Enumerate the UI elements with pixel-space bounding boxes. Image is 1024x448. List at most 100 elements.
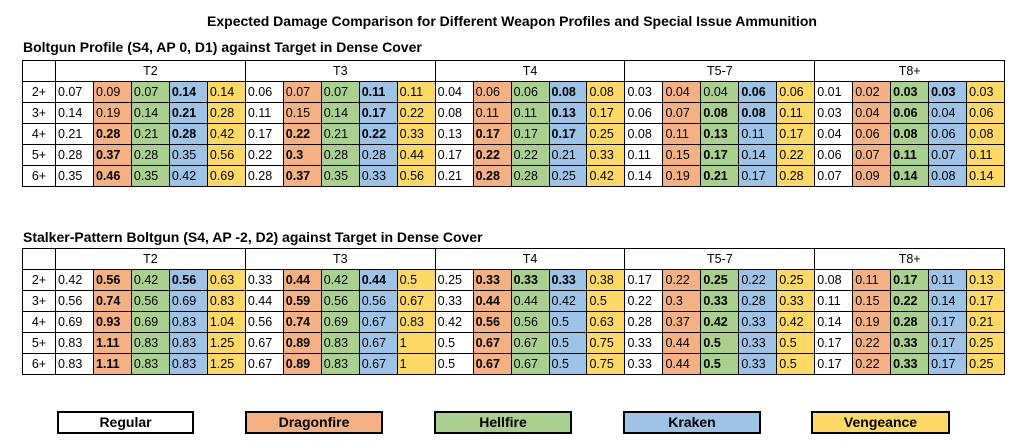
damage-cell-vengeance: 1: [396, 332, 436, 354]
damage-cell-regular: 0.14: [814, 311, 854, 333]
damage-cell-regular: 0.5: [434, 332, 474, 354]
row-label: 6+: [22, 165, 56, 187]
damage-cell-regular: 0.25: [434, 269, 474, 291]
damage-cell-vengeance: 0.28: [776, 165, 816, 187]
damage-cell-vengeance: 1: [396, 353, 436, 375]
damage-cell-vengeance: 0.13: [966, 269, 1006, 291]
damage-cell-vengeance: 0.11: [776, 102, 816, 124]
damage-cell-kraken: 0.13: [548, 102, 588, 124]
damage-cell-vengeance: 0.69: [206, 165, 246, 187]
damage-cell-dragonfire: 1.11: [92, 332, 132, 354]
damage-cell-regular: 0.17: [814, 332, 854, 354]
damage-cell-hellfire: 0.25: [700, 269, 740, 291]
damage-cell-hellfire: 0.42: [320, 269, 360, 291]
damage-cell-kraken: 0.08: [738, 102, 778, 124]
toughness-header: T8+: [814, 248, 1006, 270]
table-row: 2+ 0.07 0.09 0.07 0.14 0.14 0.06 0.07 0.07 0.11 0.…: [22, 81, 1006, 103]
damage-cell-regular: 0.28: [244, 165, 284, 187]
damage-cell-kraken: 0.83: [168, 353, 208, 375]
damage-cell-vengeance: 0.33: [396, 123, 436, 145]
damage-cell-dragonfire: 0.37: [92, 144, 132, 166]
damage-cell-dragonfire: 0.06: [472, 81, 512, 103]
damage-cell-dragonfire: 0.09: [92, 81, 132, 103]
damage-cell-kraken: 0.25: [548, 165, 588, 187]
damage-cell-regular: 0.28: [624, 311, 664, 333]
damage-cell-dragonfire: 0.28: [92, 123, 132, 145]
damage-cell-kraken: 0.33: [738, 353, 778, 375]
damage-cell-vengeance: 0.22: [396, 102, 436, 124]
damage-cell-regular: 0.56: [55, 290, 94, 312]
stalker-damage-table: T2 T3 T4 T5-7 T8+ 2+ 0.42 0.56 0.42 0.56 0.63 0.33 0…: [22, 248, 1006, 375]
table-row: 5+ 0.83 1.11 0.83 0.83 1.25 0.67 0.89 0.83 0.67 1 0…: [22, 332, 1006, 354]
damage-cell-regular: 0.83: [55, 353, 94, 375]
damage-cell-hellfire: 0.33: [510, 269, 550, 291]
damage-cell-regular: 0.33: [244, 269, 284, 291]
damage-cell-dragonfire: 0.17: [472, 123, 512, 145]
damage-cell-vengeance: 0.17: [776, 123, 816, 145]
damage-cell-kraken: 0.08: [548, 81, 588, 103]
damage-cell-regular: 0.17: [814, 353, 854, 375]
damage-cell-dragonfire: 0.11: [662, 123, 702, 145]
toughness-header: T5-7: [624, 60, 816, 82]
damage-cell-vengeance: 0.44: [396, 144, 436, 166]
damage-cell-hellfire: 0.28: [890, 311, 930, 333]
damage-cell-hellfire: 0.5: [700, 353, 740, 375]
toughness-header: T4: [434, 248, 626, 270]
damage-cell-hellfire: 0.08: [890, 123, 930, 145]
damage-cell-kraken: 0.17: [548, 123, 588, 145]
damage-cell-kraken: 0.06: [928, 123, 968, 145]
damage-cell-dragonfire: 0.22: [282, 123, 322, 145]
row-label: 6+: [22, 353, 56, 375]
damage-cell-hellfire: 0.67: [510, 332, 550, 354]
damage-cell-hellfire: 0.33: [890, 353, 930, 375]
damage-cell-regular: 0.08: [434, 102, 474, 124]
damage-cell-dragonfire: 0.46: [92, 165, 132, 187]
table-row: 6+ 0.83 1.11 0.83 0.83 1.25 0.67 0.89 0.83 0.67 1 0…: [22, 353, 1006, 375]
damage-cell-hellfire: 0.83: [320, 332, 360, 354]
damage-cell-kraken: 0.11: [928, 269, 968, 291]
damage-cell-dragonfire: 0.67: [472, 353, 512, 375]
damage-cell-vengeance: 0.56: [396, 165, 436, 187]
damage-cell-regular: 0.21: [55, 123, 94, 145]
damage-cell-hellfire: 0.06: [890, 102, 930, 124]
damage-cell-dragonfire: 0.15: [852, 290, 892, 312]
damage-cell-regular: 0.06: [814, 144, 854, 166]
damage-cell-vengeance: 0.25: [966, 332, 1006, 354]
damage-cell-regular: 0.33: [434, 290, 474, 312]
damage-cell-vengeance: 0.38: [586, 269, 626, 291]
damage-cell-kraken: 0.22: [358, 123, 398, 145]
damage-cell-vengeance: 0.14: [206, 81, 246, 103]
damage-cell-dragonfire: 0.06: [852, 123, 892, 145]
damage-cell-kraken: 0.28: [168, 123, 208, 145]
damage-cell-kraken: 0.67: [358, 353, 398, 375]
damage-cell-kraken: 0.08: [928, 165, 968, 187]
damage-cell-kraken: 0.5: [548, 353, 588, 375]
damage-cell-hellfire: 0.28: [510, 165, 550, 187]
damage-cell-dragonfire: 0.33: [472, 269, 512, 291]
damage-cell-regular: 0.42: [55, 269, 94, 291]
damage-cell-regular: 0.33: [624, 353, 664, 375]
damage-cell-kraken: 0.21: [548, 144, 588, 166]
damage-cell-dragonfire: 1.11: [92, 353, 132, 375]
damage-cell-hellfire: 0.67: [510, 353, 550, 375]
damage-cell-dragonfire: 0.37: [662, 311, 702, 333]
damage-cell-hellfire: 0.83: [320, 353, 360, 375]
legend-kraken: Kraken: [623, 411, 761, 434]
damage-cell-dragonfire: 0.15: [662, 144, 702, 166]
damage-cell-vengeance: 1.25: [206, 353, 246, 375]
damage-cell-kraken: 0.11: [738, 123, 778, 145]
toughness-header: T3: [244, 248, 436, 270]
damage-cell-vengeance: 0.33: [776, 290, 816, 312]
damage-cell-regular: 0.67: [244, 353, 284, 375]
damage-cell-dragonfire: 0.22: [472, 144, 512, 166]
damage-cell-regular: 0.01: [814, 81, 854, 103]
damage-cell-kraken: 0.22: [738, 269, 778, 291]
damage-cell-vengeance: 0.11: [396, 81, 436, 103]
damage-cell-dragonfire: 0.07: [282, 81, 322, 103]
damage-cell-regular: 0.21: [434, 165, 474, 187]
damage-cell-regular: 0.07: [55, 81, 94, 103]
damage-cell-vengeance: 0.83: [396, 311, 436, 333]
damage-cell-dragonfire: 0.89: [282, 353, 322, 375]
damage-cell-kraken: 0.42: [548, 290, 588, 312]
damage-cell-regular: 0.06: [624, 102, 664, 124]
